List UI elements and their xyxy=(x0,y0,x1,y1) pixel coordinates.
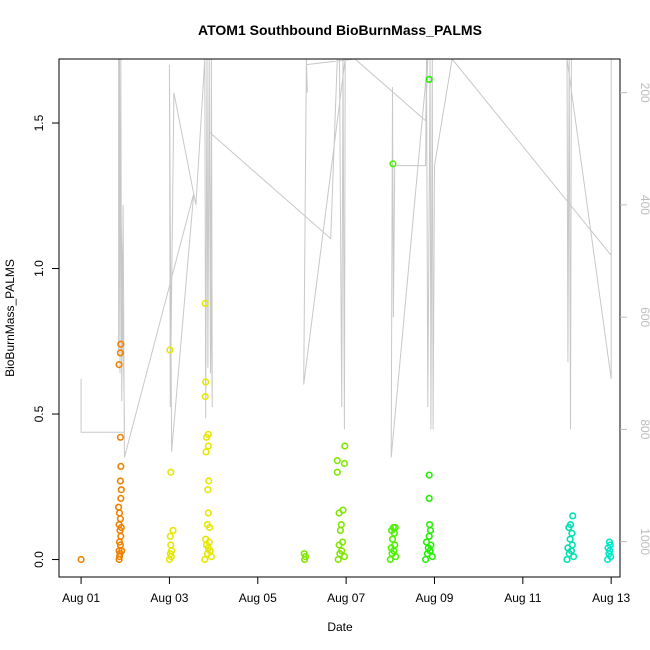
y-axis-label: BioBurnMass_PALMS xyxy=(3,259,17,377)
x-axis-label: Date xyxy=(327,620,353,634)
data-point xyxy=(339,538,347,546)
data-point xyxy=(201,299,209,308)
data-point xyxy=(422,538,431,546)
data-point xyxy=(117,532,125,540)
altitude-trace xyxy=(80,59,612,458)
data-point xyxy=(569,512,577,520)
data-point xyxy=(333,468,341,476)
data-point xyxy=(166,346,174,354)
secondary-y-axis: 200 400 600 800 1000 xyxy=(620,83,650,555)
data-point xyxy=(605,538,614,546)
data-point xyxy=(202,378,210,386)
x-tick-label: Aug 13 xyxy=(592,591,630,605)
data-point xyxy=(333,457,341,465)
data-point xyxy=(338,547,346,555)
data-point xyxy=(422,555,430,564)
data-point xyxy=(116,433,124,441)
data-point xyxy=(566,535,574,543)
data-point xyxy=(169,526,177,535)
data-point xyxy=(566,520,575,529)
data-point xyxy=(201,393,209,401)
data-point xyxy=(563,555,571,564)
x-tick-label: Aug 09 xyxy=(415,591,453,605)
y2-tick-label: 600 xyxy=(638,307,650,327)
data-point xyxy=(115,509,124,517)
data-point xyxy=(204,442,212,450)
data-point xyxy=(341,442,349,450)
chart-title: ATOM1 Southbound BioBurnMass_PALMS xyxy=(198,22,482,38)
data-point xyxy=(115,361,123,369)
y-tick-label: 0.5 xyxy=(32,405,46,422)
data-point xyxy=(204,486,212,494)
data-points xyxy=(77,75,615,564)
data-point xyxy=(166,532,174,540)
altitude-trace-line xyxy=(80,59,612,458)
data-point xyxy=(425,471,433,479)
y-tick-label: 1.0 xyxy=(32,260,46,277)
y2-tick-label: 1000 xyxy=(638,528,650,555)
data-point xyxy=(388,535,397,543)
data-point xyxy=(167,468,175,476)
data-point xyxy=(391,541,399,549)
x-tick-label: Aug 05 xyxy=(239,591,277,605)
data-point xyxy=(167,541,175,549)
data-point xyxy=(425,494,433,503)
data-point xyxy=(116,349,124,357)
data-point xyxy=(203,520,211,529)
data-point xyxy=(116,515,124,523)
data-point xyxy=(568,541,576,549)
x-tick-label: Aug 03 xyxy=(150,591,188,605)
data-point xyxy=(300,550,308,558)
data-point xyxy=(201,555,209,564)
data-point xyxy=(117,340,125,348)
y-tick-label: 1.5 xyxy=(32,114,46,131)
data-point xyxy=(426,520,434,529)
data-point xyxy=(117,494,125,503)
y2-tick-label: 800 xyxy=(638,419,650,439)
y-tick-label: 0.0 xyxy=(32,551,46,568)
data-point xyxy=(117,486,125,494)
data-point xyxy=(204,509,212,517)
y2-tick-label: 400 xyxy=(638,195,650,215)
data-point xyxy=(205,477,213,485)
data-point xyxy=(425,75,433,83)
data-point xyxy=(202,535,210,543)
data-point xyxy=(340,459,349,468)
data-point xyxy=(391,523,399,532)
data-point xyxy=(77,555,85,564)
y2-tick-label: 200 xyxy=(638,83,650,103)
data-point xyxy=(204,430,212,439)
data-point xyxy=(334,555,342,564)
data-point xyxy=(389,160,397,168)
data-point xyxy=(117,462,125,471)
plot-frame xyxy=(58,58,621,578)
y-axis: 0.0 0.5 1.0 1.5 xyxy=(32,114,59,568)
data-point xyxy=(425,532,433,540)
x-tick-label: Aug 07 xyxy=(327,591,365,605)
x-axis: Aug 01 Aug 03 Aug 05 Aug 07 Aug 09 Aug 11 Aug … xyxy=(62,577,631,605)
data-point xyxy=(426,526,435,535)
data-point xyxy=(114,503,123,511)
data-point xyxy=(339,506,347,514)
data-point xyxy=(202,448,210,456)
x-tick-label: Aug 01 xyxy=(62,591,100,605)
data-point xyxy=(116,477,124,485)
x-tick-label: Aug 11 xyxy=(504,591,541,605)
data-point xyxy=(336,526,345,535)
data-point xyxy=(568,529,576,537)
data-point xyxy=(337,520,345,529)
